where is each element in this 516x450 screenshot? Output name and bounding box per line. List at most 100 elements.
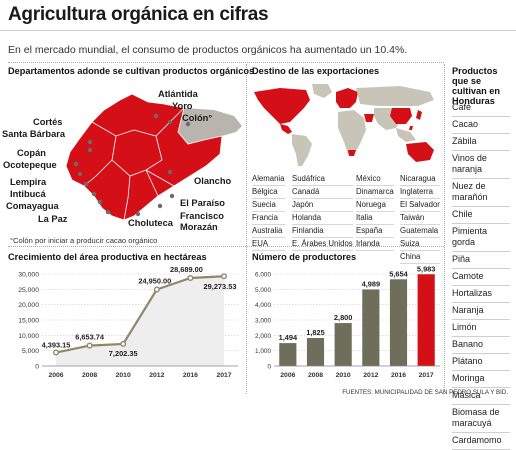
data-point bbox=[153, 286, 160, 293]
bar-chart-title: Número de productores bbox=[252, 252, 357, 262]
export-country: Suecia bbox=[252, 199, 285, 212]
product-item: Cacao bbox=[452, 117, 510, 134]
export-country: Japón bbox=[292, 199, 353, 212]
y-tick-label: 4,000 bbox=[255, 302, 271, 309]
product-item: Limón bbox=[452, 320, 510, 337]
map-marker bbox=[135, 211, 141, 217]
south-america-land bbox=[292, 134, 312, 166]
y-tick-label: 6,000 bbox=[255, 272, 271, 279]
export-country: Suiza bbox=[400, 238, 440, 251]
data-label: 24,950.00 bbox=[138, 276, 171, 285]
product-item: Piña bbox=[452, 252, 510, 269]
data-label: 1,825 bbox=[306, 328, 325, 337]
bar bbox=[279, 343, 297, 366]
honduras-non-producing-region bbox=[178, 108, 242, 144]
map-marker bbox=[167, 119, 173, 125]
map-marker bbox=[83, 181, 89, 187]
exports-column: Alemania Bélgica Suecia Francia Australi… bbox=[252, 173, 285, 251]
page-title: Agricultura orgánica en cifras bbox=[8, 4, 269, 25]
map-marker bbox=[87, 147, 93, 153]
taiwan-destination bbox=[409, 126, 413, 130]
data-label: 4,989 bbox=[362, 280, 381, 289]
page-subtitle: En el mercado mundial, el consumo de pro… bbox=[8, 44, 408, 56]
exports-column: México Dinamarca Noruega Italia España I… bbox=[356, 173, 394, 251]
export-country: EUA bbox=[252, 238, 285, 251]
map-marker bbox=[105, 209, 111, 215]
y-tick-label: 5,000 bbox=[255, 287, 271, 294]
y-tick-label: 5,000 bbox=[22, 348, 39, 355]
x-tick-label: 2006 bbox=[280, 372, 295, 379]
y-tick-label: 30,000 bbox=[18, 272, 39, 279]
map-marker bbox=[73, 161, 79, 167]
y-tick-label: 2,000 bbox=[255, 333, 271, 340]
export-country: Inglaterra bbox=[400, 186, 440, 199]
export-country: Irlanda bbox=[356, 238, 394, 251]
world-map bbox=[250, 82, 442, 172]
bar bbox=[389, 279, 408, 366]
dept-label-lempira: Lempira bbox=[10, 177, 47, 187]
map-marker bbox=[153, 113, 159, 119]
departments-title: Departamentos adonde se cultivan product… bbox=[8, 66, 255, 76]
data-point bbox=[86, 342, 93, 349]
map-marker bbox=[97, 199, 103, 205]
y-tick-label: 15,000 bbox=[18, 318, 39, 325]
y-tick-label: 1,000 bbox=[255, 348, 271, 355]
export-country: Sudáfrica bbox=[292, 173, 353, 186]
europe-destination bbox=[336, 88, 358, 108]
data-label: 5,983 bbox=[417, 266, 436, 273]
product-item: Zábila bbox=[452, 134, 510, 151]
china-destination bbox=[390, 108, 412, 124]
products-list: Café Cacao Zábila Vinos de naranja Nuez … bbox=[452, 100, 510, 450]
export-country: El Salvador bbox=[400, 199, 440, 212]
export-country: Holanda bbox=[292, 212, 353, 225]
bar bbox=[334, 323, 352, 366]
x-tick-label: 2010 bbox=[116, 372, 131, 379]
product-item: Café bbox=[452, 100, 510, 117]
map-marker bbox=[157, 203, 163, 209]
map-marker bbox=[87, 139, 93, 145]
export-country: Guatemala bbox=[400, 225, 440, 238]
product-item: Vinos de naranja bbox=[452, 151, 510, 179]
dept-label-atlantida: Atlántida bbox=[158, 89, 198, 99]
data-label: 1,494 bbox=[279, 333, 298, 342]
title-divider bbox=[0, 30, 516, 31]
export-country: Francia bbox=[252, 212, 285, 225]
x-tick-label: 2016 bbox=[183, 372, 198, 379]
product-item: Camote bbox=[452, 269, 510, 286]
export-country: Bélgica bbox=[252, 186, 285, 199]
department-border bbox=[83, 107, 185, 221]
honduras-producing-region bbox=[65, 93, 223, 221]
data-label: 6,653.74 bbox=[75, 333, 105, 342]
product-item: Plátano bbox=[452, 354, 510, 371]
russia-land bbox=[356, 86, 434, 106]
product-item: Hortalizas bbox=[452, 286, 510, 303]
exports-column: Sudáfrica Canadá Japón Holanda Finlandia… bbox=[292, 173, 353, 251]
bar bbox=[306, 338, 325, 366]
data-label: 29,273.53 bbox=[204, 282, 237, 291]
south-africa-destination bbox=[348, 150, 356, 156]
map-marker bbox=[169, 193, 175, 199]
section-divider bbox=[8, 246, 444, 247]
y-tick-label: 3,000 bbox=[255, 318, 271, 325]
bar-chart: 0 1,000 2,000 3,000 4,000 5,000 6,000 1,494 2006… bbox=[255, 266, 440, 379]
dept-label-copan: Copán bbox=[17, 148, 46, 158]
data-point bbox=[120, 340, 127, 347]
y-tick-label: 20,000 bbox=[18, 302, 39, 309]
product-item: Biomasa de maracuyá bbox=[452, 405, 510, 433]
data-point bbox=[53, 349, 60, 356]
dept-label-ocotepeque: Ocotepeque bbox=[3, 160, 57, 170]
x-tick-label: 2012 bbox=[363, 372, 378, 379]
data-label: 4,393.15 bbox=[42, 341, 71, 350]
north-america-destination bbox=[254, 88, 310, 124]
africa-land bbox=[338, 110, 366, 154]
data-label: 2,800 bbox=[334, 313, 353, 322]
dept-label-comayagua: Comayagua bbox=[6, 201, 59, 211]
area-fill bbox=[56, 276, 224, 366]
data-point bbox=[187, 275, 194, 282]
export-country: España bbox=[356, 225, 394, 238]
bar bbox=[362, 289, 380, 366]
y-tick-label: 0 bbox=[35, 364, 39, 371]
map-marker bbox=[77, 171, 83, 177]
export-country: Taiwán bbox=[400, 212, 440, 225]
section-divider bbox=[246, 64, 247, 394]
